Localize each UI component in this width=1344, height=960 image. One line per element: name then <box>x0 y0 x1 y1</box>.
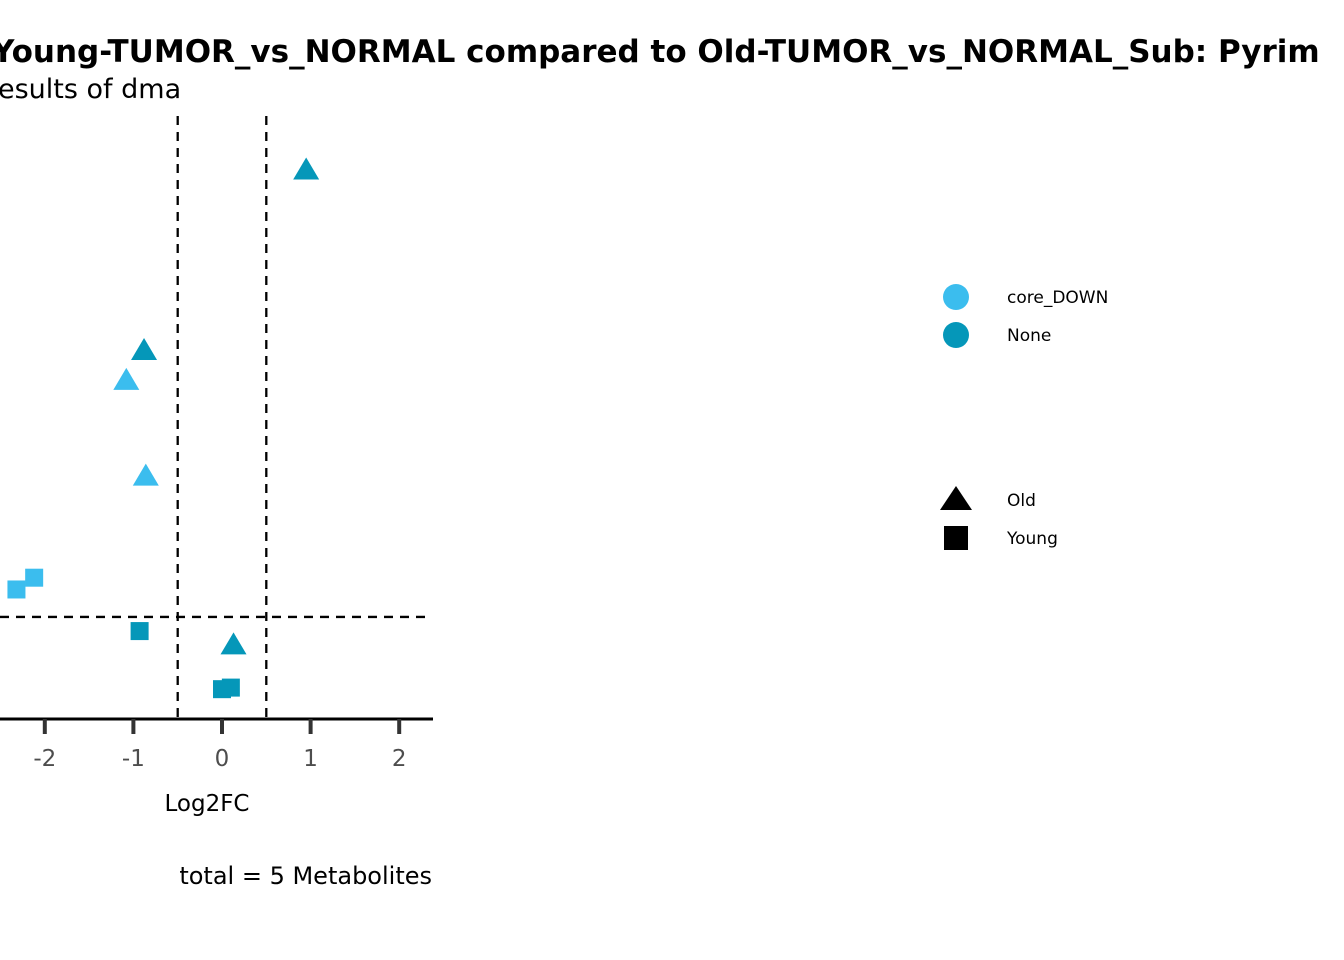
legend-key-old <box>940 486 972 510</box>
x-tick-label: 1 <box>303 746 318 772</box>
legend-key-none <box>943 322 969 348</box>
data-point-old-2 <box>113 367 140 390</box>
x-axis-label: Log2FC <box>164 791 249 817</box>
threshold-lines <box>0 116 430 719</box>
legend-key-young <box>944 526 968 550</box>
x-tick-label: -1 <box>122 746 145 772</box>
data-point-young-6 <box>7 580 26 599</box>
data-point-young-9 <box>213 680 231 699</box>
x-tick-label: -2 <box>33 746 56 772</box>
legend-label: Young <box>1006 529 1058 549</box>
x-tick-label: 0 <box>215 746 230 772</box>
legend-label: None <box>1007 326 1051 346</box>
x-tick-label: 2 <box>392 746 407 772</box>
chart-caption: total = 5 Metabolites <box>179 862 432 890</box>
data-point-young-7 <box>130 622 149 641</box>
x-axis-ticks: -2 -1 0 1 2 <box>33 719 407 772</box>
data-point-old-3 <box>132 463 159 486</box>
legend-shape: Old Young <box>940 486 1058 550</box>
data-point-old-4 <box>220 632 247 655</box>
legend-key-core-down <box>943 284 969 310</box>
chart-title: Young-TUMOR_vs_NORMAL compared to Old-TU… <box>0 34 1320 70</box>
data-point-old-0 <box>293 157 320 180</box>
legend-label: Old <box>1007 491 1036 511</box>
data-points <box>7 157 320 699</box>
legend-label: core_DOWN <box>1007 288 1108 308</box>
data-point-old-1 <box>131 338 158 361</box>
legend-color: core_DOWN None <box>943 284 1108 348</box>
data-point-young-5 <box>25 568 44 587</box>
chart-subtitle: esults of dma <box>0 74 181 105</box>
